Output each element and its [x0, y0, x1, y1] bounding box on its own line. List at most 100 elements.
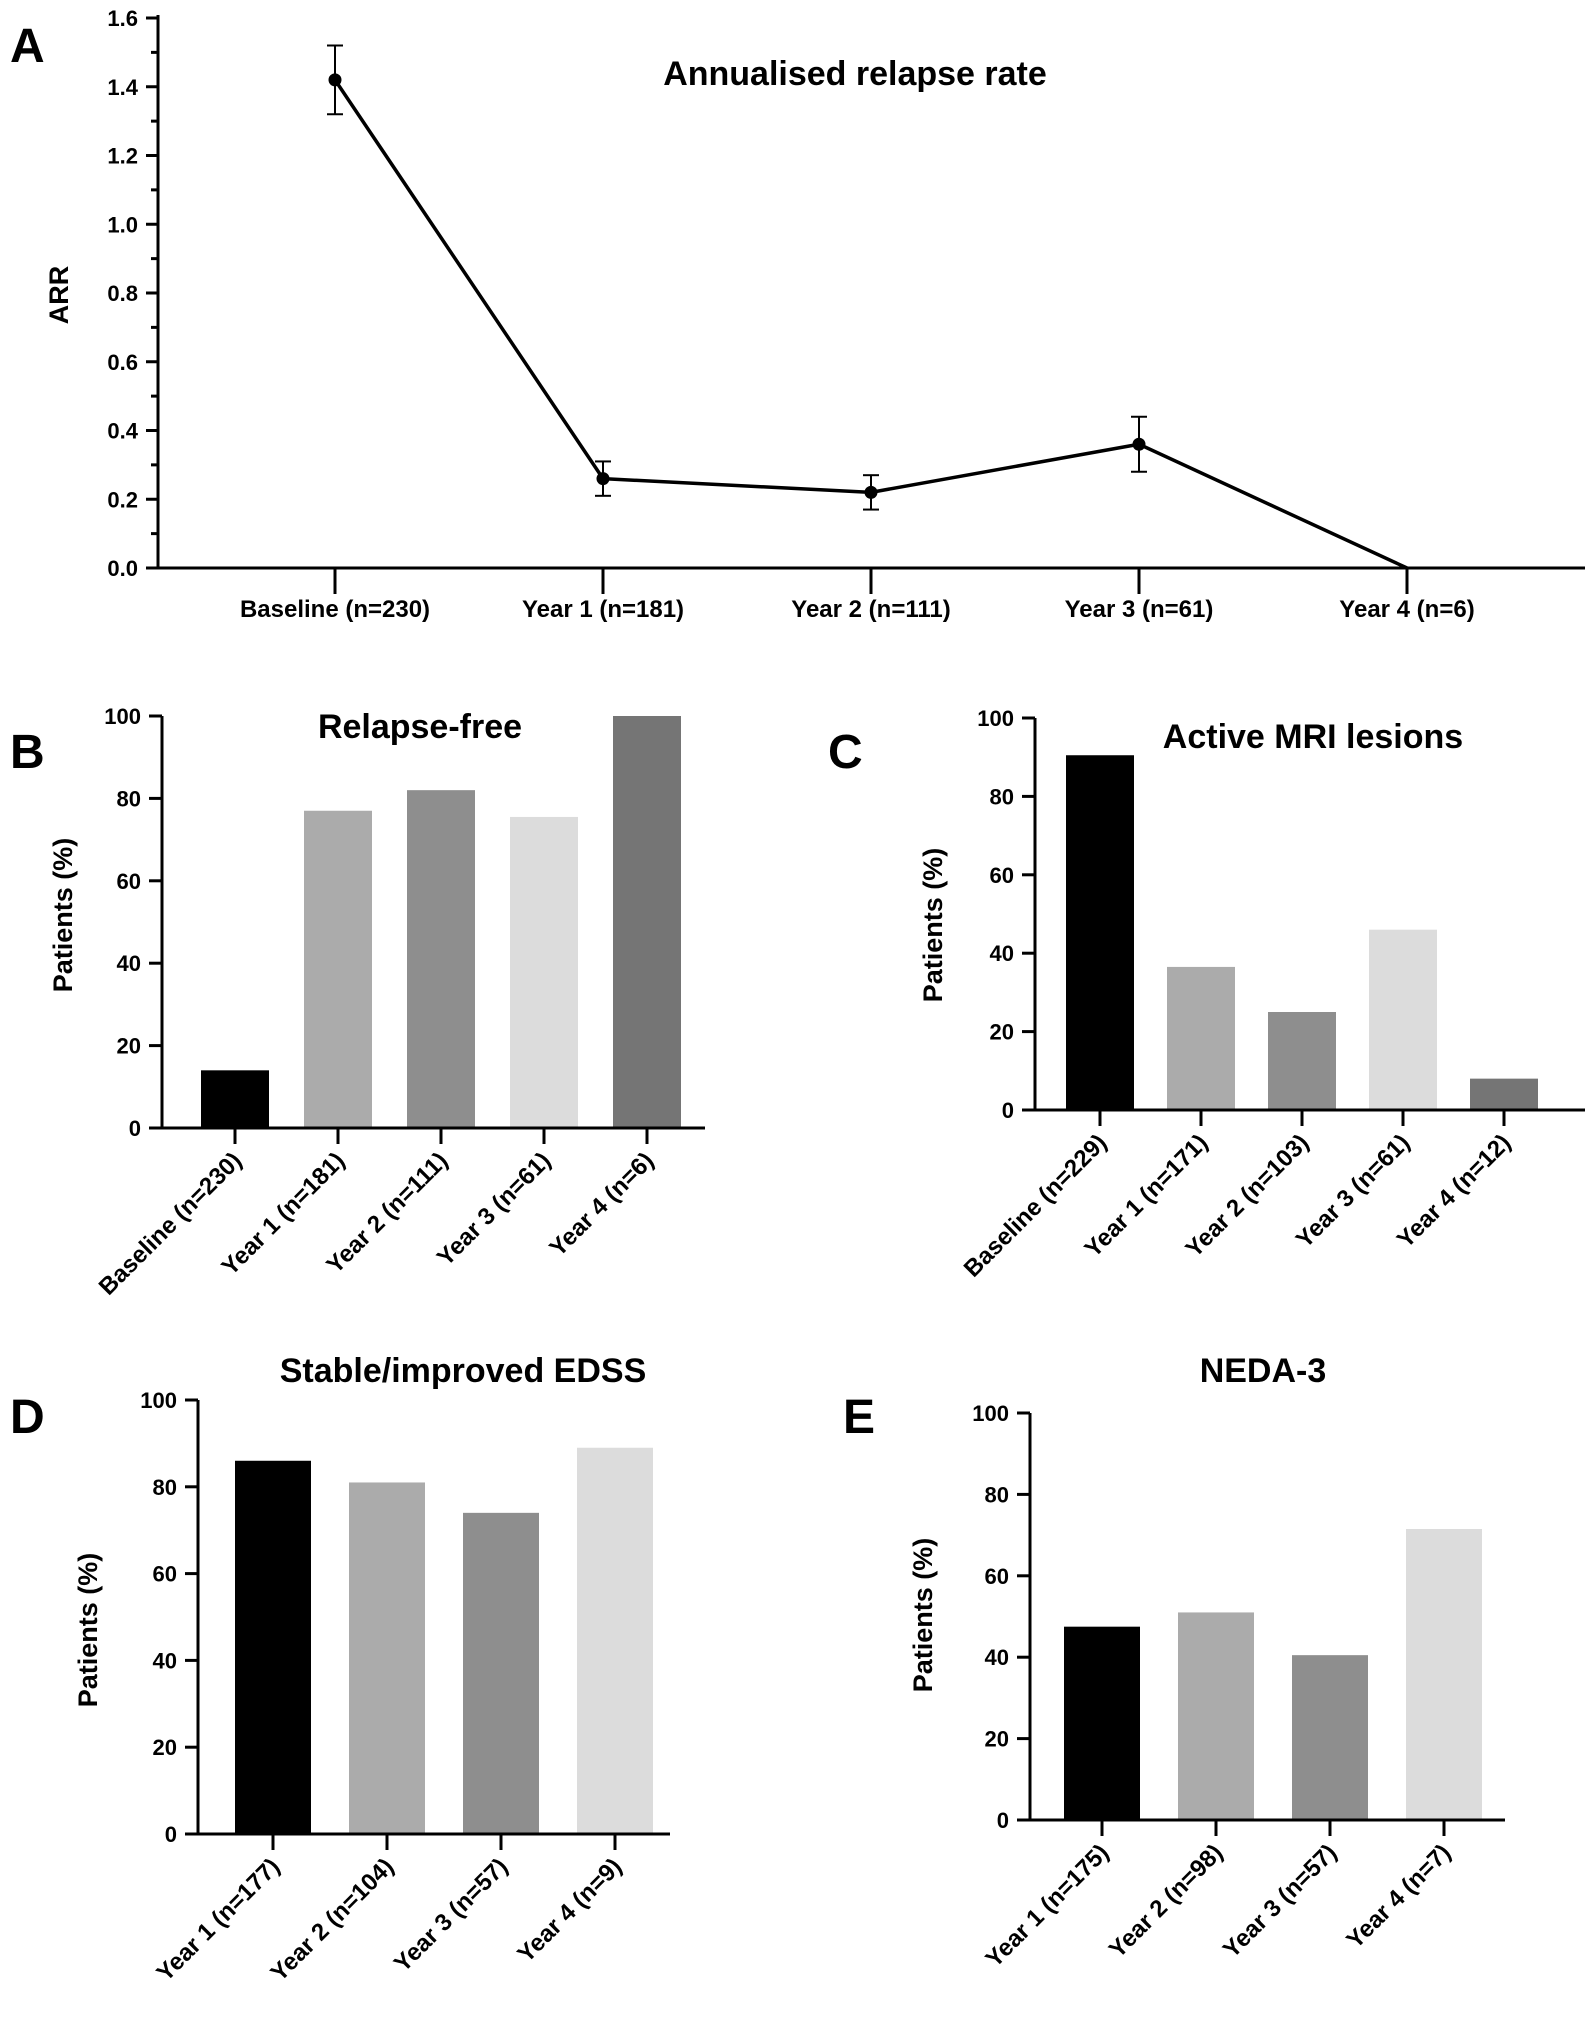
panel-d-bar-chart: D Stable/improved EDSS Patients (%) 0 20 4…	[10, 1352, 670, 1987]
y-tick-label-a: 0.4	[107, 419, 138, 444]
bar-c-1	[1066, 755, 1134, 1110]
bar-c-2	[1167, 966, 1235, 1110]
y-tick-label-c: 0	[1002, 1098, 1014, 1123]
y-ticks-b: 0 20 40 60 80 100	[104, 704, 162, 1141]
bar-d-3	[463, 1512, 539, 1834]
panel-letter-e: E	[843, 1391, 875, 1444]
x-category-label-b: Year 4 (n=6)	[544, 1147, 659, 1262]
x-category-label-a: Year 4 (n=6)	[1339, 596, 1474, 623]
y-axis-label-b: Patients (%)	[48, 838, 78, 993]
data-point-a-4	[1132, 437, 1146, 451]
y-tick-label-e: 80	[985, 1482, 1009, 1507]
y-tick-label-b: 60	[117, 869, 141, 894]
x-category-label-e: Year 4 (n=7)	[1341, 1839, 1456, 1954]
panel-letter-d: D	[10, 1391, 45, 1444]
y-tick-label-a: 0.6	[107, 350, 138, 375]
bar-b-4	[510, 816, 578, 1128]
y-tick-label-c: 20	[990, 1020, 1014, 1045]
panel-b-bar-chart: B Relapse-free Patients (%) 0 20 40 60 80 100…	[10, 704, 705, 1301]
y-tick-label-d: 60	[153, 1562, 177, 1587]
x-category-label-e: Year 3 (n=57)	[1218, 1839, 1342, 1963]
bar-c-3	[1268, 1012, 1336, 1110]
panel-c-bar-chart: C Active MRI lesions Patients (%) 0 20 40 6…	[828, 706, 1585, 1283]
bar-e-4	[1406, 1528, 1482, 1820]
y-ticks-d: 0 20 40 60 80 100	[140, 1388, 198, 1847]
data-point-a-1	[328, 73, 342, 87]
y-tick-label-d: 20	[153, 1735, 177, 1760]
y-tick-label-b: 40	[117, 951, 141, 976]
bar-b-2	[304, 810, 372, 1128]
panel-e-bar-chart: E NEDA-3 Patients (%) 0 20 40 60 80 100 Year …	[843, 1352, 1505, 1973]
x-category-label-e: Year 1 (n=175)	[981, 1839, 1115, 1973]
y-ticks-a: 0.0 0.2 0.4 0.6 0.8 1.0 1.2 1.4 1.6	[107, 6, 158, 581]
y-tick-label-e: 60	[985, 1564, 1009, 1589]
y-tick-label-a: 1.0	[107, 212, 138, 237]
y-tick-label-c: 100	[977, 706, 1014, 731]
x-ticks-d: Year 1 (n=177)Year 2 (n=104)Year 3 (n=57…	[152, 1834, 627, 1987]
y-ticks-c: 0 20 40 60 80 100	[977, 706, 1035, 1123]
y-axis-label-c: Patients (%)	[918, 848, 948, 1003]
y-tick-label-d: 40	[153, 1648, 177, 1673]
x-category-label-a: Baseline (n=230)	[240, 596, 430, 623]
bar-b-3	[407, 790, 475, 1128]
y-tick-label-c: 60	[990, 863, 1014, 888]
chart-title-e: NEDA-3	[1200, 1352, 1327, 1390]
panel-letter-c: C	[828, 726, 863, 779]
marks-a	[327, 44, 1408, 570]
x-category-label-a: Year 2 (n=111)	[791, 596, 950, 623]
y-tick-label-b: 20	[117, 1034, 141, 1059]
marks-b	[201, 716, 681, 1128]
x-category-label-c: Baseline (n=229)	[959, 1129, 1113, 1283]
chart-title-d: Stable/improved EDSS	[280, 1352, 647, 1390]
y-tick-label-c: 80	[990, 784, 1014, 809]
x-ticks-e: Year 1 (n=175)Year 2 (n=98)Year 3 (n=57)…	[981, 1820, 1456, 1973]
y-axis-label-e: Patients (%)	[908, 1538, 938, 1693]
y-tick-label-b: 100	[104, 704, 141, 729]
bar-e-1	[1064, 1626, 1140, 1820]
x-category-label-d: Year 3 (n=57)	[389, 1853, 513, 1977]
y-axis-label-d: Patients (%)	[73, 1553, 103, 1708]
y-tick-label-e: 0	[997, 1808, 1009, 1833]
marks-c	[1066, 755, 1538, 1110]
bar-d-1	[235, 1460, 311, 1834]
x-category-label-d: Year 2 (n=104)	[266, 1853, 400, 1987]
bar-b-5	[613, 716, 681, 1128]
chart-title-c: Active MRI lesions	[1163, 718, 1463, 756]
x-ticks-a: Baseline (n=230) Year 1 (n=181) Year 2 (n=…	[240, 568, 1475, 623]
y-tick-label-b: 0	[129, 1116, 141, 1141]
bar-e-2	[1178, 1612, 1254, 1820]
bar-d-2	[349, 1482, 425, 1834]
x-category-label-a: Year 1 (n=181)	[522, 596, 684, 623]
marks-d	[235, 1447, 653, 1834]
y-axis-label-a: ARR	[44, 266, 74, 325]
data-point-a-3	[864, 485, 878, 499]
bar-b-1	[201, 1070, 269, 1128]
panel-a-line-chart: A Annualised relapse rate ARR 0.0 0.2 0.4 0…	[10, 6, 1585, 623]
y-ticks-e: 0 20 40 60 80 100	[972, 1401, 1030, 1833]
x-category-label-d: Year 4 (n=9)	[512, 1853, 627, 1968]
panel-letter-a: A	[10, 20, 45, 73]
data-point-a-2	[596, 472, 610, 486]
y-tick-label-c: 40	[990, 941, 1014, 966]
marks-e	[1064, 1528, 1482, 1820]
bar-d-4	[577, 1447, 653, 1834]
y-tick-label-e: 20	[985, 1727, 1009, 1752]
y-tick-label-a: 0.0	[107, 556, 138, 581]
y-tick-label-a: 1.2	[107, 144, 138, 169]
y-tick-label-e: 100	[972, 1401, 1009, 1426]
chart-title-b: Relapse-free	[318, 708, 522, 746]
y-tick-label-a: 1.4	[107, 75, 138, 100]
chart-title-a: Annualised relapse rate	[663, 55, 1047, 93]
y-tick-label-d: 80	[153, 1475, 177, 1500]
y-tick-label-e: 40	[985, 1645, 1009, 1670]
y-tick-label-a: 1.6	[107, 6, 138, 31]
x-category-label-e: Year 2 (n=98)	[1104, 1839, 1228, 1963]
x-ticks-b: Baseline (n=230)Year 1 (n=181)Year 2 (n=…	[94, 1128, 659, 1301]
y-tick-label-d: 100	[140, 1388, 177, 1413]
y-tick-label-b: 80	[117, 786, 141, 811]
y-tick-label-a: 0.2	[107, 487, 138, 512]
x-ticks-c: Baseline (n=229)Year 1 (n=171)Year 2 (n=…	[959, 1110, 1516, 1283]
bar-e-3	[1292, 1655, 1368, 1820]
x-category-label-b: Baseline (n=230)	[94, 1147, 248, 1301]
